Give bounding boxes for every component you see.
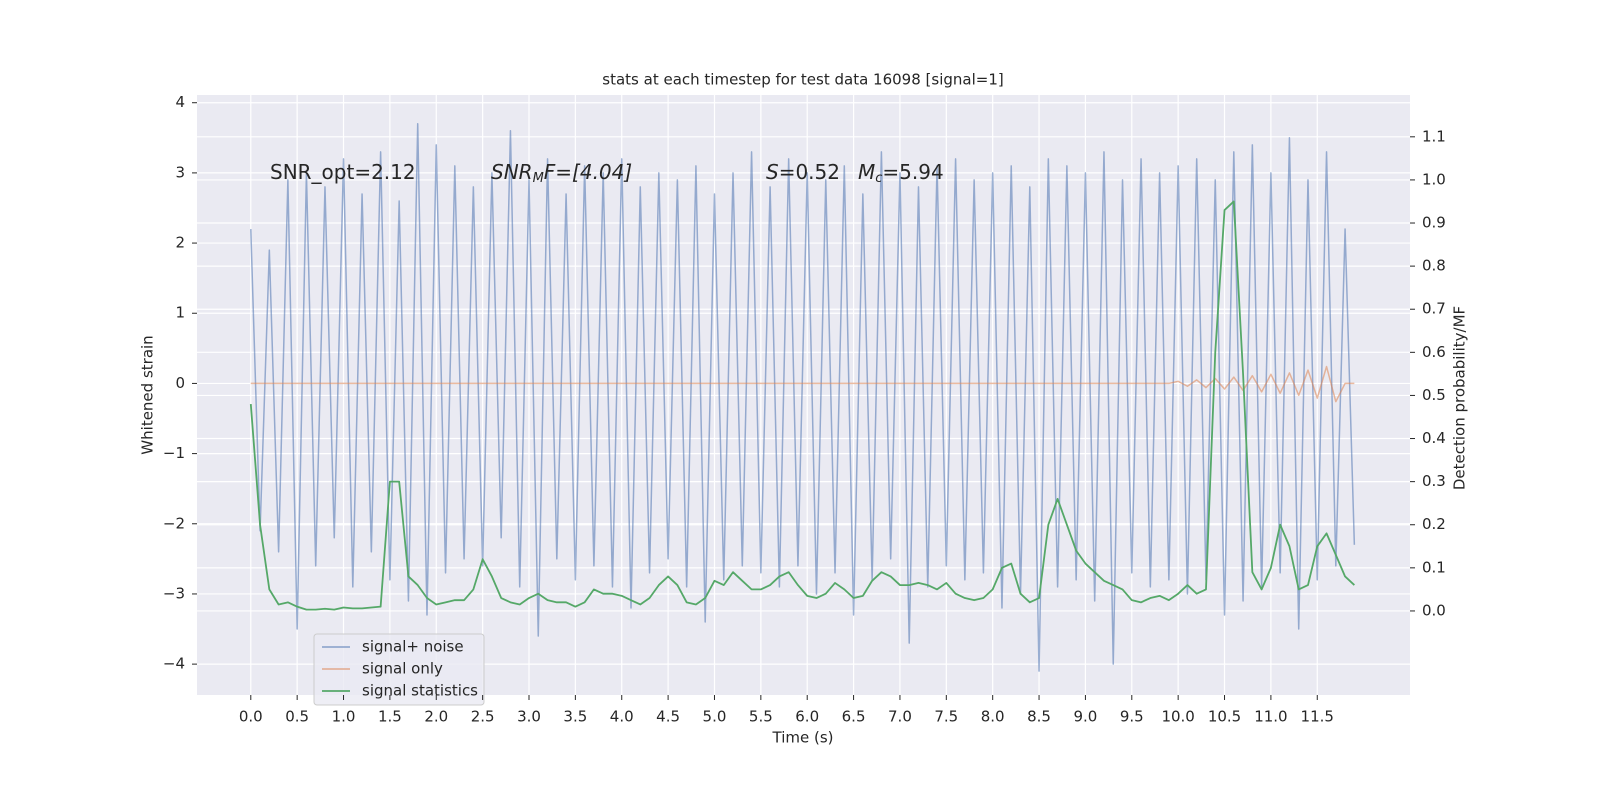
y-axis-label: Whitened strain bbox=[139, 335, 157, 454]
y2-tick-label: 0.0 bbox=[1422, 601, 1446, 619]
legend: signal+ noise signal only signal statistic… bbox=[313, 633, 485, 706]
annotation-sub: M bbox=[533, 171, 544, 186]
y2-tick-label: 0.6 bbox=[1422, 343, 1446, 361]
x-tick-label: 7.0 bbox=[888, 708, 912, 726]
y-tick-label: −1 bbox=[163, 444, 185, 462]
x-tick-label: 6.0 bbox=[795, 708, 819, 726]
annotation: SNRMF=[4.04] bbox=[491, 160, 632, 186]
y2-tick-label: 1.1 bbox=[1422, 127, 1446, 145]
x-tick-label: 7.5 bbox=[934, 708, 958, 726]
series-line bbox=[250, 123, 1356, 672]
x-tick-label: 11.0 bbox=[1254, 708, 1287, 726]
y-tick-label: −4 bbox=[163, 655, 185, 673]
y2-tick-label: 1.0 bbox=[1422, 170, 1446, 188]
x-tick-label: 3.0 bbox=[517, 708, 541, 726]
x-tick-label: 2.0 bbox=[424, 708, 448, 726]
x-tick-label: 11.5 bbox=[1301, 708, 1334, 726]
x-tick-label: 0.0 bbox=[239, 708, 263, 726]
y-tick-label: 0 bbox=[175, 374, 185, 392]
x-tick-label: 4.0 bbox=[610, 708, 634, 726]
annotation-text: F=[4.04] bbox=[544, 160, 632, 184]
x-tick-label: 4.5 bbox=[656, 708, 680, 726]
x-tick-label: 8.5 bbox=[1027, 708, 1051, 726]
x-tick-label: 2.5 bbox=[471, 708, 495, 726]
annotation-text: =5.94 bbox=[882, 160, 943, 184]
y2-tick-label: 0.2 bbox=[1422, 515, 1446, 533]
annotation-text: M bbox=[858, 160, 875, 184]
series-line bbox=[249, 200, 1355, 611]
annotation-text: SNR_opt=2.12 bbox=[270, 160, 416, 184]
x-tick-label: 9.5 bbox=[1120, 708, 1144, 726]
chart-title: stats at each timestep for test data 160… bbox=[602, 71, 1003, 89]
annotation-text: S bbox=[766, 160, 779, 184]
x-tick-label: 10.0 bbox=[1161, 708, 1194, 726]
y2-tick-label: 0.3 bbox=[1422, 472, 1446, 490]
legend-box bbox=[313, 633, 485, 706]
marks bbox=[249, 123, 1356, 672]
x-tick-label: 6.5 bbox=[842, 708, 866, 726]
x-tick-label: 1.5 bbox=[378, 708, 402, 726]
annotation-sub: c bbox=[875, 171, 882, 186]
x-tick-label: 8.0 bbox=[981, 708, 1005, 726]
y2-tick-label: 0.4 bbox=[1422, 429, 1446, 447]
x-tick-label: 0.5 bbox=[285, 708, 309, 726]
y2-tick-label: 0.8 bbox=[1422, 257, 1446, 275]
y-tick-label: −2 bbox=[163, 514, 185, 532]
x-tick-label: 5.5 bbox=[749, 708, 773, 726]
y2-axis-label: Detection probability/MF bbox=[1451, 306, 1469, 490]
x-tick-label: 3.5 bbox=[563, 708, 587, 726]
y2-tick-label: 0.1 bbox=[1422, 558, 1446, 576]
y2-tick-label: 0.7 bbox=[1422, 300, 1446, 318]
annotation: S=0.52 Mc=5.94 bbox=[766, 160, 944, 186]
annotation: SNR_opt=2.12 bbox=[270, 160, 416, 184]
y-tick-label: 1 bbox=[175, 304, 185, 322]
x-axis-label: Time (s) bbox=[772, 729, 834, 747]
annotation-text: SNR bbox=[491, 160, 533, 184]
legend-label: signal+ noise bbox=[362, 638, 464, 656]
y2-tick-label: 0.9 bbox=[1422, 214, 1446, 232]
y-tick-label: 3 bbox=[175, 163, 185, 181]
y-tick-label: 4 bbox=[175, 93, 185, 111]
legend-label: signal statistics bbox=[362, 682, 478, 700]
y2-tick-label: 0.5 bbox=[1422, 386, 1446, 404]
x-tick-label: 10.5 bbox=[1208, 708, 1241, 726]
y-tick-label: −3 bbox=[163, 584, 185, 602]
annotation-text: =0.52 bbox=[779, 160, 840, 184]
x-tick-label: 9.0 bbox=[1073, 708, 1097, 726]
series-line bbox=[250, 365, 1355, 403]
x-tick-label: 1.0 bbox=[332, 708, 356, 726]
x-tick-label: 5.0 bbox=[703, 708, 727, 726]
legend-label: signal only bbox=[362, 660, 443, 678]
y-tick-label: 2 bbox=[175, 234, 185, 252]
